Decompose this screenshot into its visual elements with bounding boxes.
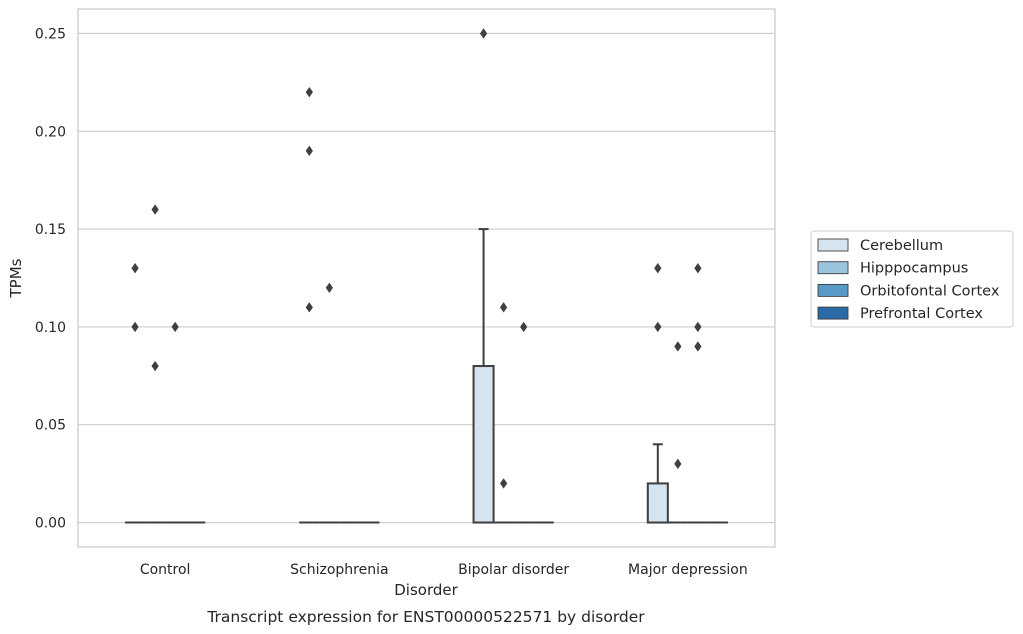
y-tick-label: 0.15: [35, 222, 66, 238]
outlier-point: [325, 282, 333, 293]
grid-lines: [78, 32, 775, 524]
box-cerebellum: [472, 228, 495, 524]
y-tick-label: 0.05: [35, 418, 66, 434]
x-tick-label: Bipolar disorder: [458, 562, 569, 578]
box-body: [472, 365, 495, 524]
y-tick-label: 0.20: [35, 124, 66, 140]
y-tick-labels: 0.00 0.05 0.10 0.15 0.20 0.25: [35, 26, 66, 531]
y-tick-label: 0.25: [35, 26, 66, 42]
y-tick-label: 0.00: [35, 516, 66, 532]
x-tick-label: Major depression: [628, 562, 748, 578]
outlier-point: [151, 204, 159, 215]
legend-swatch: [817, 306, 849, 320]
outlier-point: [674, 458, 682, 470]
legend-label: Prefrontal Cortex: [860, 306, 983, 322]
outlier-point: [305, 145, 313, 157]
plot-frame: [77, 8, 776, 548]
outlier-point: [151, 360, 159, 372]
legend-label: Cerebellum: [860, 238, 943, 254]
outlier-point: [131, 321, 139, 333]
legend-swatch: [817, 261, 849, 275]
outlier-point: [305, 302, 313, 313]
box-body: [646, 482, 669, 524]
figure-caption: Transcript expression for ENST0000052257…: [206, 608, 645, 626]
outlier-point: [694, 341, 702, 352]
outlier-point: [654, 321, 662, 333]
x-axis-title: Disorder: [394, 581, 458, 599]
legend-swatch: [817, 283, 849, 297]
x-tick-label: Schizophrenia: [290, 562, 388, 578]
outlier-point: [654, 263, 662, 274]
outlier-point: [694, 321, 702, 333]
outlier-point: [500, 478, 508, 489]
outlier-point: [674, 341, 682, 352]
legend: Cerebellum Hipppocampus Orbitofontal Corte…: [810, 230, 1014, 328]
outlier-point: [171, 321, 179, 333]
legend-label: Orbitofontal Cortex: [860, 283, 1000, 299]
legend-label: Hipppocampus: [860, 261, 968, 277]
legend-frame: [810, 230, 1014, 328]
box-series: [125, 228, 728, 524]
legend-swatch: [817, 238, 849, 252]
x-tick-labels: Control Schizophrenia Bipolar disorder Majo…: [140, 562, 748, 578]
box-cerebellum: [646, 443, 669, 524]
outlier-point: [131, 263, 139, 274]
outlier-point: [305, 86, 313, 98]
outlier-point: [520, 321, 528, 333]
outlier-point: [479, 28, 488, 39]
y-axis-title: TPMs: [7, 258, 25, 298]
outlier-points: [131, 28, 702, 489]
outlier-point: [500, 302, 508, 313]
y-tick-label: 0.10: [35, 320, 66, 336]
outlier-point: [694, 263, 702, 274]
x-tick-label: Control: [140, 562, 191, 578]
